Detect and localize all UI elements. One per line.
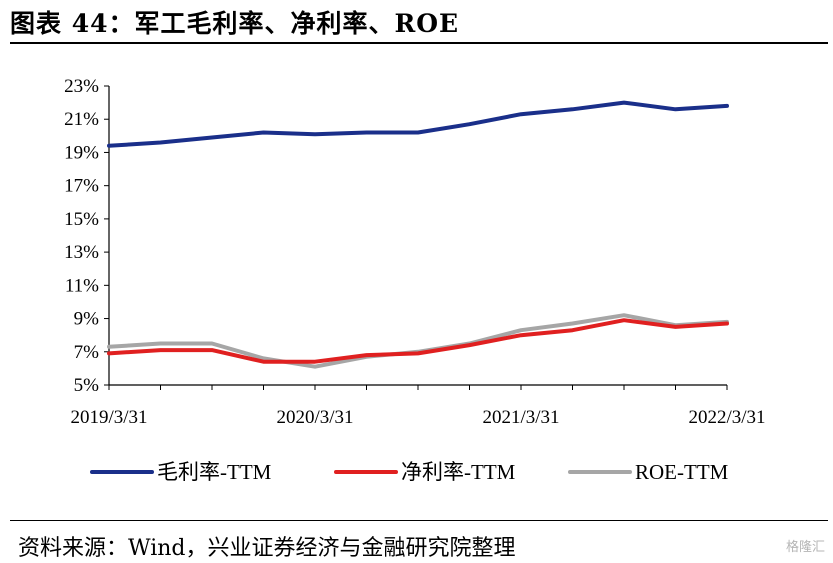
x-tick-label: 2020/3/31 bbox=[276, 407, 353, 428]
y-tick-label: 5% bbox=[74, 375, 100, 396]
x-tick-label: 2019/3/31 bbox=[70, 407, 147, 428]
y-tick-label: 17% bbox=[64, 176, 99, 197]
source-note: 资料来源：Wind，兴业证券经济与金融研究院整理 bbox=[18, 536, 516, 561]
y-tick-label: 15% bbox=[64, 209, 99, 230]
y-tick-label: 9% bbox=[74, 309, 100, 330]
y-tick-label: 23% bbox=[64, 76, 99, 97]
legend-label: ROE-TTM bbox=[635, 460, 729, 484]
line-chart: 5% 7% 9% 11% 13% 15% 17% 19% 21% 23% 2019/3/31 2020… bbox=[64, 76, 765, 484]
x-tick-label: 2021/3/31 bbox=[482, 407, 559, 428]
x-tick-label: 2022/3/31 bbox=[688, 407, 765, 428]
title-divider bbox=[10, 42, 828, 44]
series-line bbox=[107, 318, 729, 364]
y-tick-label: 21% bbox=[64, 109, 99, 130]
series-line bbox=[107, 100, 729, 148]
watermark: 格隆汇 bbox=[785, 540, 825, 555]
y-tick-label: 19% bbox=[64, 142, 99, 163]
legend-label: 净利率-TTM bbox=[401, 460, 516, 484]
y-tick-label: 7% bbox=[74, 342, 100, 363]
y-tick-label: 13% bbox=[64, 242, 99, 263]
y-tick-label: 11% bbox=[65, 275, 99, 296]
source-divider bbox=[10, 520, 828, 521]
figure-title: 图表 44：军工毛利率、净利率、ROE bbox=[10, 9, 460, 38]
legend-label: 毛利率-TTM bbox=[157, 460, 272, 484]
